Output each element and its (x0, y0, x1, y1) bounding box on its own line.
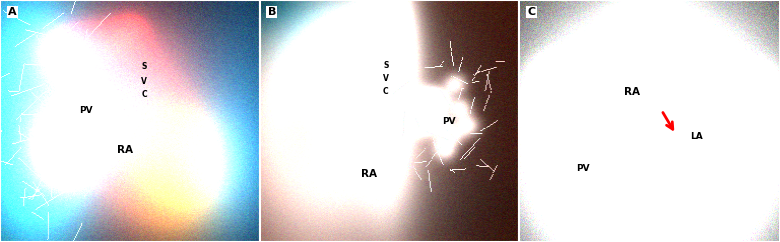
Text: S: S (383, 61, 388, 70)
Text: A: A (8, 7, 16, 17)
Text: V: V (383, 74, 388, 83)
Text: PV: PV (79, 106, 93, 115)
Text: B: B (268, 7, 276, 17)
Text: PV: PV (442, 116, 456, 126)
Text: C: C (383, 87, 388, 96)
Text: C: C (141, 90, 147, 99)
Text: LA: LA (690, 132, 703, 141)
Text: PV: PV (576, 164, 590, 173)
Text: C: C (527, 7, 535, 17)
Text: RA: RA (361, 169, 377, 179)
Text: RA: RA (117, 145, 133, 155)
Text: RA: RA (623, 87, 640, 97)
Text: S: S (141, 62, 147, 71)
Text: V: V (141, 76, 147, 86)
